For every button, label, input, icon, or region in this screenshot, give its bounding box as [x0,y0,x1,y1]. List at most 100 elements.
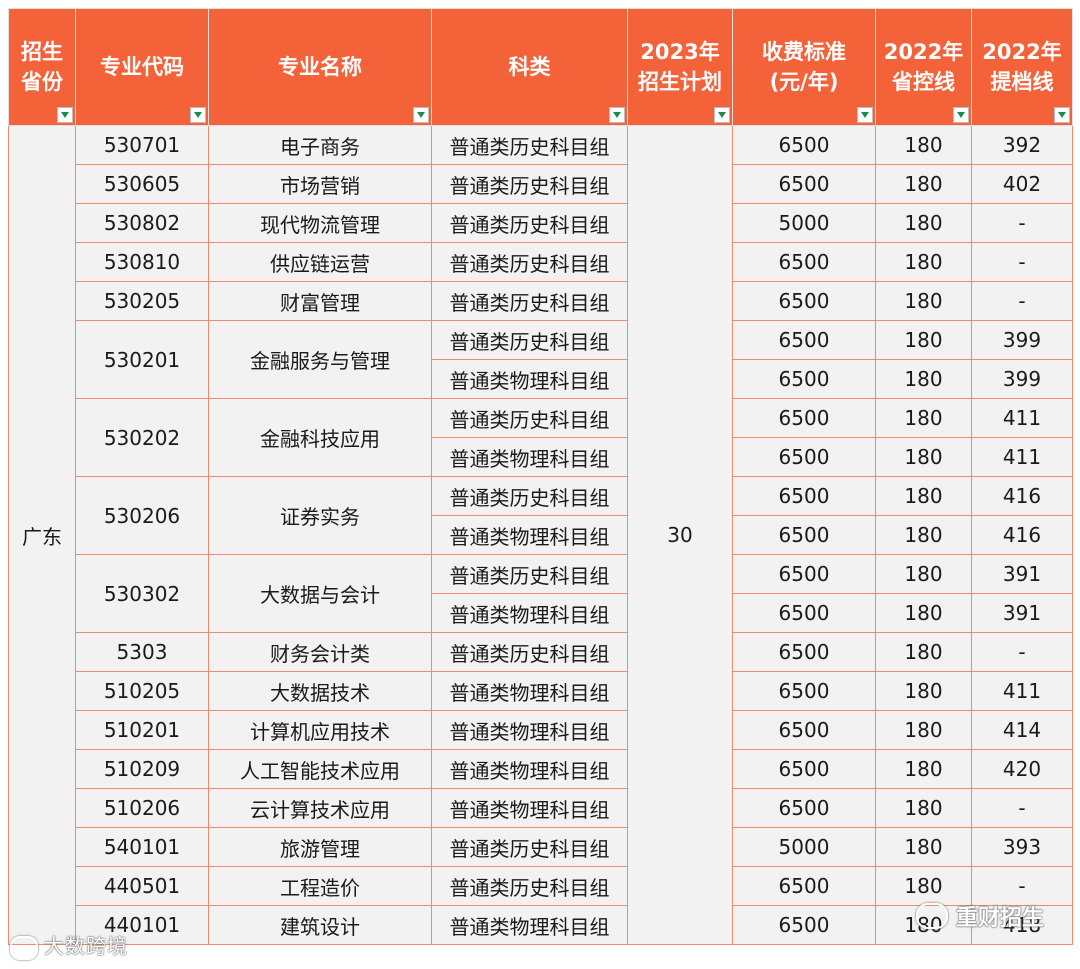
tidang-line-cell: 399 [971,320,1073,360]
control-line-cell: 180 [875,788,972,828]
header-label: 2023年 [640,40,720,64]
tidang-line-cell: - [971,203,1073,243]
category-cell: 普通类历史科目组 [431,281,628,321]
table-row: 530802 现代物流管理 普通类历史科目组 5000 180- [9,203,1073,243]
major-name-cell: 电子商务 [208,125,432,165]
table-row: 广东 530701 电子商务 普通类历史科目组 30 6500 180 392 [8,125,1073,945]
category-cell: 普通类历史科目组 [431,320,628,360]
control-line-cell: 180 [875,437,972,477]
header-label: 专业名称 [278,55,362,79]
control-line-cell: 180 [875,281,972,321]
watermark-right: 重财招生 [915,900,1044,932]
fee-cell: 6500 [732,632,876,672]
filter-dropdown-icon[interactable] [953,107,969,123]
fee-cell: 6500 [732,554,876,594]
filter-dropdown-icon[interactable] [413,107,429,123]
code-cell: 510206 [75,788,209,828]
table-row: 540101 旅游管理 普通类历史科目组 5000 180 393 [9,827,1073,867]
header-label: 招生 [21,40,63,64]
category-cell: 普通类历史科目组 [431,476,628,516]
code-cell: 510201 [75,710,209,750]
category-cell: 普通类历史科目组 [431,164,628,204]
code-cell: 530605 [75,164,209,204]
tidang-line-cell: 420 [971,749,1073,789]
header-col-tidang-line: 2022年 提档线 [971,8,1073,126]
control-line-cell: 180 [875,398,972,438]
code-cell: 530810 [75,242,209,282]
tidang-line-cell: 393 [971,827,1073,867]
category-cell: 普通类历史科目组 [431,203,628,243]
header-col-code: 专业代码 [75,8,209,126]
major-name-cell: 现代物流管理 [208,203,432,243]
tidang-line-cell: 416 [971,515,1073,555]
major-name-cell: 计算机应用技术 [208,710,432,750]
fee-cell: 6500 [732,515,876,555]
table-row: 普通类物理科目组 6500 180 416 [9,515,1073,555]
tidang-line-cell: 414 [971,710,1073,750]
wechat-logo-icon [915,903,948,929]
major-name-cell: 建筑设计 [208,905,432,945]
tidang-line-cell: - [971,788,1073,828]
category-cell: 普通类物理科目组 [431,710,628,750]
filter-dropdown-icon[interactable] [609,107,625,123]
fee-cell: 5000 [732,827,876,867]
major-name-cell: 工程造价 [208,866,432,906]
filter-dropdown-icon[interactable] [57,107,73,123]
code-cell: 5303 [75,632,209,672]
watermark-right-text: 重财招生 [955,906,1044,931]
category-cell: 普通类物理科目组 [431,905,628,945]
control-line-cell: 180 [875,515,972,555]
filter-dropdown-icon[interactable] [190,107,206,123]
weibo-logo-icon [10,935,38,960]
control-line-cell: 180 [875,476,972,516]
code-cell: 440101 [75,905,209,945]
fee-cell: 6500 [732,398,876,438]
header-label: 省份 [21,70,63,94]
category-cell: 普通类历史科目组 [431,827,628,867]
fee-cell: 6500 [732,164,876,204]
header-row: 招生 省份 专业代码 专业名称 科类 2023年 招生计划 收费标准 (元/年) 2022年 省控线… [8,8,1073,126]
tidang-line-cell: 402 [971,164,1073,204]
table-row: 440101 建筑设计 普通类物理科目组 6500 180 418 [9,905,1073,945]
control-line-cell: 180 [875,671,972,711]
filter-dropdown-icon[interactable] [1054,107,1070,123]
header-label: 科类 [508,55,551,79]
header-col-category: 科类 [431,8,628,126]
code-cell: 540101 [75,827,209,867]
control-line-cell: 180 [875,749,972,789]
category-cell: 普通类历史科目组 [431,554,628,594]
tidang-line-cell: - [971,242,1073,282]
province-cell: 广东 [8,125,76,945]
header-col-control-line: 2022年 省控线 [875,8,972,126]
major-name-cell: 人工智能技术应用 [208,749,432,789]
category-cell: 普通类物理科目组 [431,593,628,633]
control-line-cell: 180 [875,827,972,867]
code-cell: 530206 [75,476,209,555]
major-name-cell: 金融科技应用 [208,398,432,477]
fee-cell: 5000 [732,203,876,243]
fee-cell: 6500 [732,788,876,828]
table-row: 440501 工程造价 普通类历史科目组 6500 180- [9,866,1073,906]
code-cell: 530701 [75,125,209,165]
fee-cell: 6500 [732,593,876,633]
table-row: 普通类物理科目组 6500 180 411 [9,437,1073,477]
fee-cell: 6500 [732,437,876,477]
header-label: 招生计划 [638,70,722,94]
tidang-line-cell: 391 [971,593,1073,633]
filter-dropdown-icon[interactable] [714,107,730,123]
filter-dropdown-icon[interactable] [857,107,873,123]
table-row: 普通类物理科目组 6500 180 399 [9,359,1073,399]
header-label: 专业代码 [100,55,184,79]
major-name-cell: 供应链运营 [208,242,432,282]
major-name-cell: 大数据技术 [208,671,432,711]
plan-cell: 30 [627,125,733,945]
code-cell: 440501 [75,866,209,906]
control-line-cell: 180 [875,632,972,672]
header-label: 2022年 [982,40,1062,64]
header-label: 收费标准 [762,40,846,64]
code-cell: 530802 [75,203,209,243]
admission-table-wrapper: 招生 省份 专业代码 专业名称 科类 2023年 招生计划 收费标准 (元/年) 2022年 省控线… [8,8,1073,960]
table-row: 530810 供应链运营 普通类历史科目组 6500 180- [9,242,1073,282]
control-line-cell: 180 [875,203,972,243]
header-col-name: 专业名称 [208,8,432,126]
